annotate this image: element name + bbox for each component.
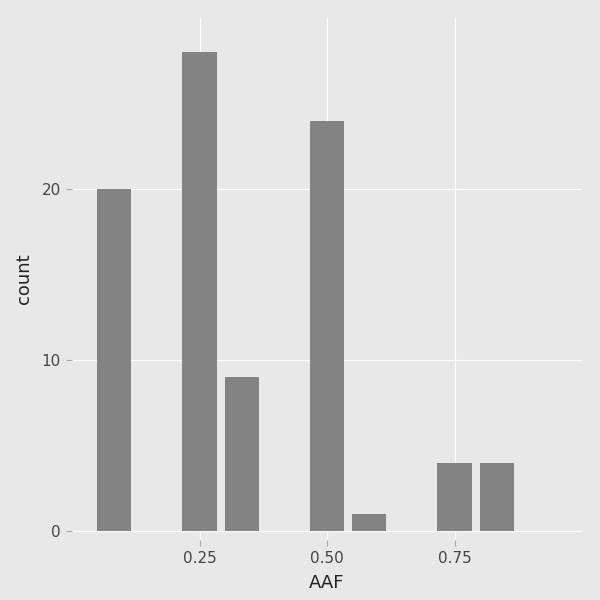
Bar — [225, 377, 259, 532]
Bar — [97, 189, 131, 532]
Bar — [352, 514, 386, 532]
Bar — [437, 463, 472, 532]
X-axis label: AAF: AAF — [309, 574, 345, 592]
Bar — [182, 52, 217, 532]
Bar — [480, 463, 514, 532]
Y-axis label: count: count — [16, 254, 34, 304]
Bar — [310, 121, 344, 532]
